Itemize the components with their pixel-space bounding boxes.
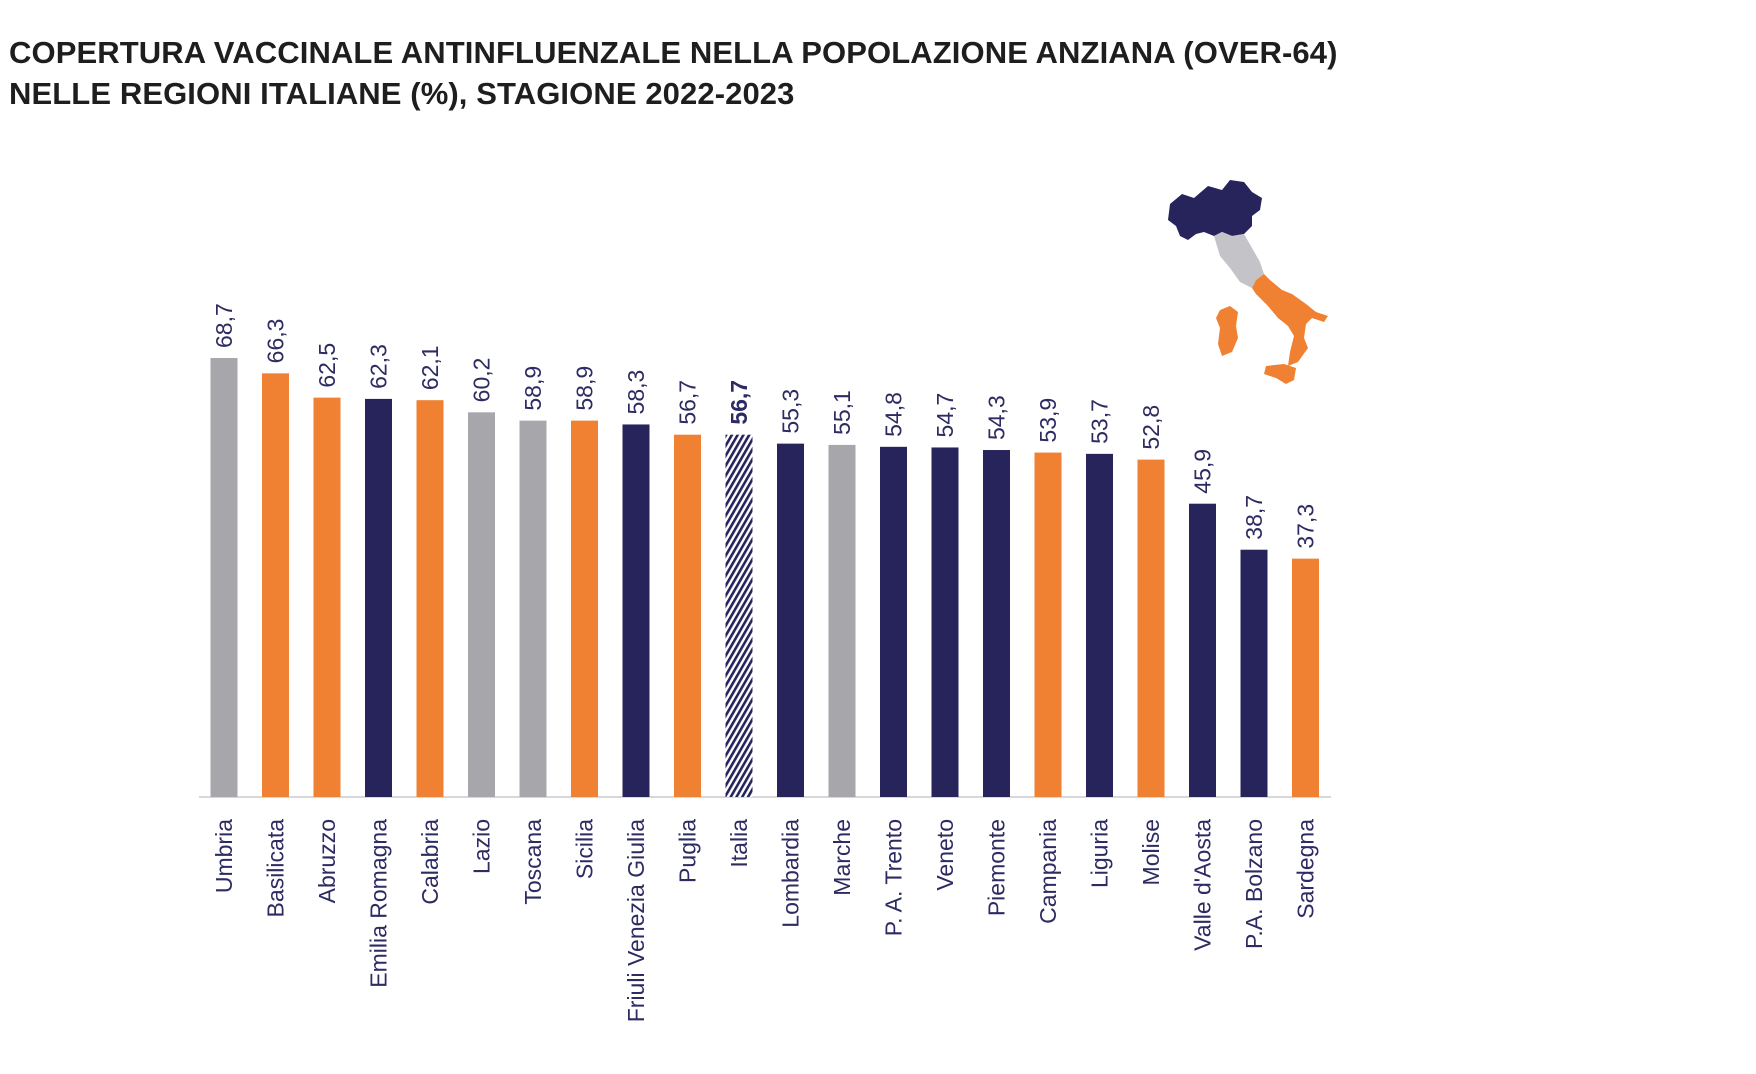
bar-lombardia	[777, 443, 804, 797]
category-label: Valle d'Aosta	[1190, 819, 1216, 951]
category-label: Emilia Romagna	[366, 819, 392, 988]
chart-title-line1: COPERTURA VACCINALE ANTINFLUENZALE NELLA…	[9, 35, 1338, 70]
bar-sardegna	[1292, 558, 1319, 797]
map-sardinia	[1216, 306, 1238, 356]
italy-map-icon	[1168, 180, 1328, 384]
value-label: 68,7	[211, 303, 237, 348]
category-label: Basilicata	[263, 819, 289, 918]
value-label: 58,9	[572, 366, 598, 411]
bar-marche	[828, 444, 856, 797]
value-label: 53,7	[1087, 399, 1113, 444]
category-label: Friuli Venezia Giulia	[623, 819, 649, 1022]
value-label: 60,2	[469, 358, 495, 403]
category-label: Veneto	[932, 819, 958, 891]
chart-title: COPERTURA VACCINALE ANTINFLUENZALE NELLA…	[9, 32, 1338, 114]
value-label: 45,9	[1190, 449, 1216, 494]
value-label: 37,3	[1293, 504, 1319, 549]
bar-campania	[1034, 452, 1062, 797]
category-label: Molise	[1138, 819, 1164, 885]
category-label: Piemonte	[984, 819, 1010, 916]
chart-title-line2: NELLE REGIONI ITALIANE (%), STAGIONE 202…	[9, 76, 795, 111]
value-label: 62,3	[366, 344, 392, 389]
bar-italia	[725, 434, 753, 797]
category-label: Puglia	[675, 819, 701, 883]
value-label: 56,7	[726, 380, 752, 425]
bar-puglia	[674, 434, 701, 797]
bar-piemonte	[983, 450, 1010, 797]
bar-umbria	[210, 358, 238, 797]
category-label: Toscana	[520, 819, 546, 905]
value-label: 38,7	[1241, 495, 1267, 540]
bar-lazio	[468, 412, 495, 797]
value-label: 54,3	[984, 395, 1010, 440]
value-label: 66,3	[263, 319, 289, 364]
bar-calabria	[416, 400, 444, 797]
bar-liguria	[1086, 453, 1113, 797]
category-label: Marche	[829, 819, 855, 896]
bar-veneto	[931, 447, 959, 797]
category-label: Lazio	[469, 819, 495, 874]
value-label: 54,7	[932, 393, 958, 438]
map-south-region	[1252, 274, 1328, 366]
value-label: 58,3	[623, 370, 649, 415]
value-label: 55,3	[778, 389, 804, 434]
category-label: Lombardia	[778, 819, 804, 928]
category-label: Calabria	[417, 819, 443, 905]
value-label: 52,8	[1138, 405, 1164, 450]
value-label: 58,9	[520, 366, 546, 411]
bar-basilicata	[262, 373, 289, 797]
bar-p-a-bolzano	[1240, 549, 1268, 797]
value-label: 53,9	[1035, 398, 1061, 443]
category-label: Liguria	[1087, 819, 1113, 888]
bar-valle-d-aosta	[1189, 503, 1216, 797]
map-center-region	[1214, 232, 1264, 288]
category-label: Italia	[726, 819, 752, 868]
value-label: 55,1	[829, 390, 855, 435]
bar-friuli-venezia-giulia	[622, 424, 650, 797]
category-label: Sicilia	[572, 819, 598, 879]
value-label: 56,7	[675, 380, 701, 425]
category-label: Umbria	[211, 819, 237, 893]
bar-molise	[1137, 459, 1165, 797]
bar-p-a-trento	[880, 446, 907, 797]
category-label: P. A. Trento	[881, 819, 907, 936]
category-label: Sardegna	[1293, 819, 1319, 919]
bar-emilia-romagna	[365, 398, 392, 797]
category-label: Abruzzo	[314, 819, 340, 903]
bar-abruzzo	[313, 397, 341, 797]
map-sicily	[1264, 364, 1296, 384]
category-label: P.A. Bolzano	[1241, 819, 1267, 949]
value-label: 62,5	[314, 343, 340, 388]
map-north-region	[1168, 180, 1262, 240]
value-label: 62,1	[417, 345, 443, 390]
value-label: 54,8	[881, 392, 907, 437]
category-label: Campania	[1035, 819, 1061, 924]
bar-toscana	[519, 420, 547, 797]
bar-sicilia	[571, 420, 598, 797]
